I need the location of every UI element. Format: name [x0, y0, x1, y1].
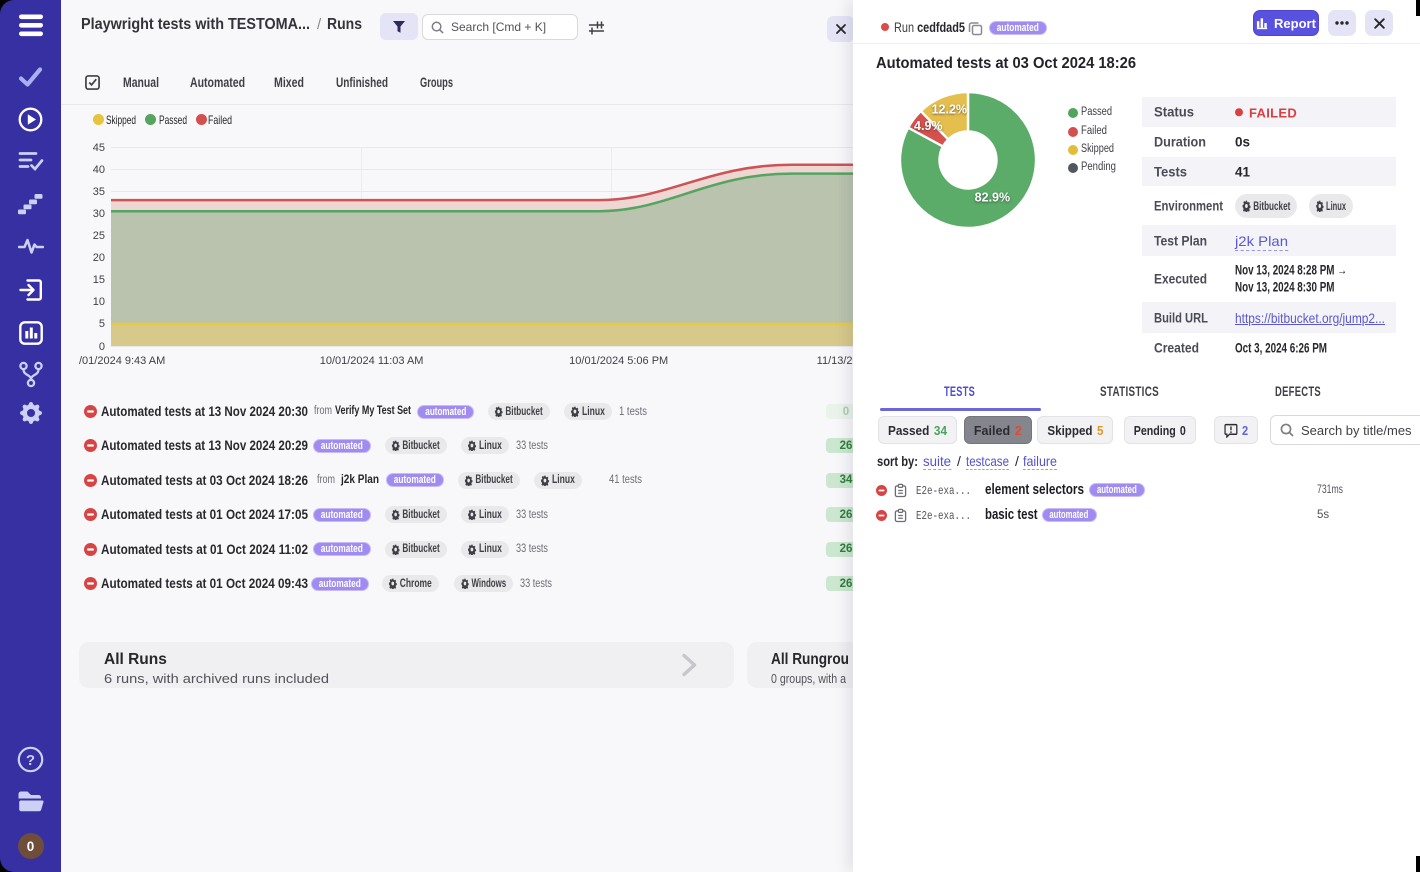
svg-text:12.2%: 12.2%	[932, 103, 967, 117]
svg-text:4.9%: 4.9%	[914, 119, 943, 133]
svg-text:?: ?	[26, 752, 35, 769]
svg-text:82.9%: 82.9%	[975, 191, 1010, 205]
